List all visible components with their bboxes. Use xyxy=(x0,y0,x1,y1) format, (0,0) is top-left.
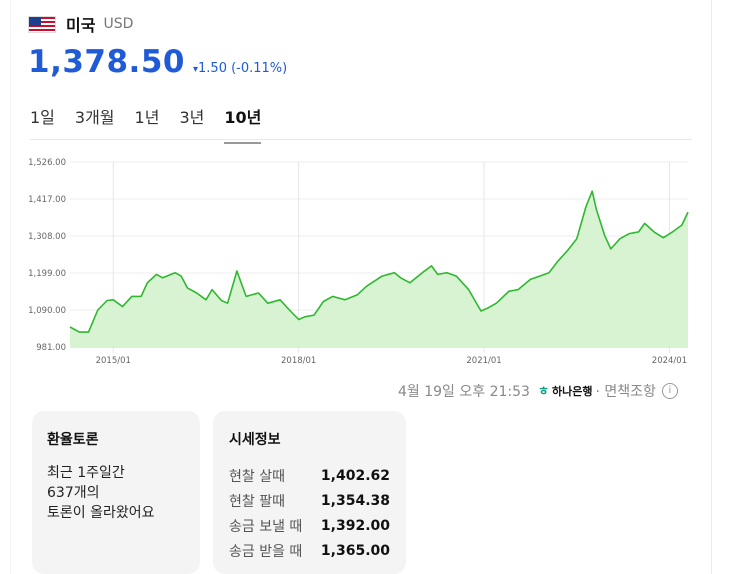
y-tick-label: 1,090.00 xyxy=(28,306,66,316)
x-tick-label: 2024/01 xyxy=(652,356,687,366)
info-label: 현찰 팔때 xyxy=(229,493,285,510)
series-area xyxy=(70,191,688,347)
rate-row: 1,378.50 ▾1.50 (-0.11%) xyxy=(28,44,287,80)
period-tabs: 1일 3개월 1년 3년 10년 xyxy=(30,104,262,144)
info-row-wire-receive: 송금 받을 때 1,365.00 xyxy=(229,538,390,563)
us-flag-icon xyxy=(28,15,56,33)
tabs-divider xyxy=(30,139,692,140)
info-value: 1,354.38 xyxy=(320,492,390,509)
info-value: 1,365.00 xyxy=(320,542,390,559)
discussion-card[interactable]: 환율토론 최근 1주일간 637개의 토론이 올라왔어요 xyxy=(32,411,200,574)
info-label: 송금 받을 때 xyxy=(229,543,303,560)
market-info-title: 시세정보 xyxy=(229,432,281,448)
y-tick-label: 1,308.00 xyxy=(28,232,66,242)
y-tick-label: 1,199.00 xyxy=(28,269,66,279)
currency-code: USD xyxy=(103,16,134,32)
bank-logo: ㅎ 하나은행 xyxy=(538,383,592,399)
info-row-cash-sell: 현찰 팔때 1,354.38 xyxy=(229,488,390,513)
bank-name: 하나은행 xyxy=(551,385,593,398)
market-info-card: 시세정보 현찰 살때 1,402.62 현찰 팔때 1,354.38 송금 보낼 때… xyxy=(213,411,406,574)
tab-1d[interactable]: 1일 xyxy=(30,108,55,127)
down-arrow-icon: ▾ xyxy=(192,64,199,75)
rate-chart: 1,526.00 1,417.00 1,308.00 1,199.00 1,090.00… xyxy=(28,158,689,366)
y-tick-label: 981.00 xyxy=(36,343,66,353)
info-label: 송금 보낼 때 xyxy=(229,518,303,535)
discussion-line-2: 637개의 xyxy=(47,485,100,501)
y-tick-label: 1,526.00 xyxy=(28,158,66,168)
discussion-line-1: 최근 1주일간 xyxy=(47,465,125,481)
rate-change: ▾1.50 (-0.11%) xyxy=(193,61,287,76)
tab-1y[interactable]: 1년 xyxy=(134,108,160,127)
rate-change-value: 1.50 (-0.11%) xyxy=(198,61,288,76)
x-tick-label: 2015/01 xyxy=(96,356,131,366)
tab-3y[interactable]: 3년 xyxy=(179,108,205,127)
hana-bank-icon: ㅎ xyxy=(537,384,549,398)
tab-3m[interactable]: 3개월 xyxy=(74,108,115,127)
discussion-line-3: 토론이 올라왔어요 xyxy=(47,505,155,521)
info-label: 현찰 살때 xyxy=(229,468,285,485)
info-value: 1,392.00 xyxy=(320,517,390,534)
country-name: 미국 xyxy=(66,16,96,35)
tab-10y[interactable]: 10년 xyxy=(224,104,262,144)
discussion-title: 환율토론 xyxy=(47,432,99,448)
update-timestamp: 4월 19일 오후 21:53 xyxy=(398,384,530,400)
info-row-cash-buy: 현찰 살때 1,402.62 xyxy=(229,463,390,488)
disclaimer-link[interactable]: · 면책조항 xyxy=(595,384,656,400)
info-value: 1,402.62 xyxy=(320,467,390,484)
x-tick-label: 2018/01 xyxy=(281,356,316,366)
info-icon[interactable]: i xyxy=(661,383,678,399)
currency-header: 미국 USD xyxy=(28,14,134,35)
x-tick-label: 2021/01 xyxy=(466,356,501,366)
y-tick-label: 1,417.00 xyxy=(28,195,66,205)
current-rate: 1,378.50 xyxy=(28,44,185,80)
series-line xyxy=(69,190,689,333)
info-row-wire-send: 송금 보낼 때 1,392.00 xyxy=(229,513,390,538)
rate-footer: 4월 19일 오후 21:53 ㅎ 하나은행 · 면책조항 i xyxy=(398,381,678,401)
